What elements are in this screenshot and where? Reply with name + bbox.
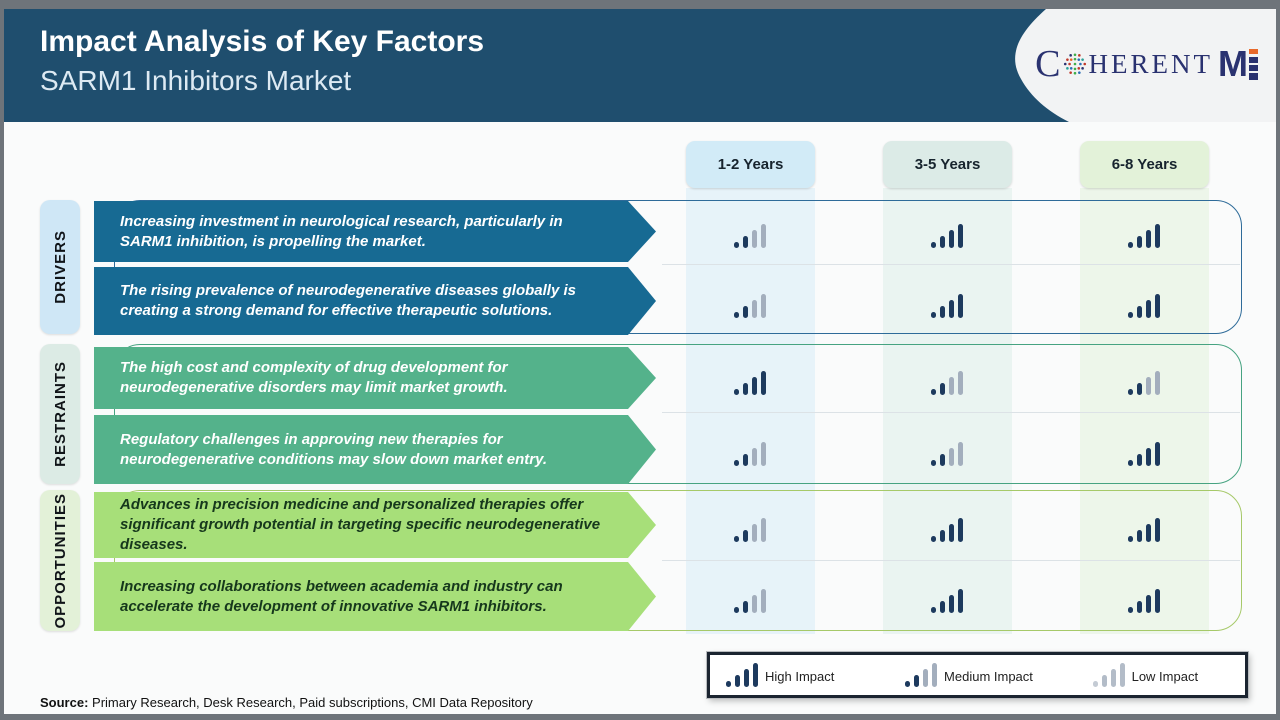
impact-bars-icon (722, 214, 778, 248)
page-body: Impact Analysis of Key Factors SARM1 Inh… (4, 9, 1276, 714)
impact-bars-icon (919, 284, 975, 318)
row-divider (662, 560, 1240, 561)
impact-bars-icon (1116, 214, 1172, 248)
impact-bars-icon (1116, 508, 1172, 542)
year-tab-3-5: 3-5 Years (883, 141, 1012, 188)
legend-item-low: Low Impact (1092, 663, 1229, 687)
factor-arrow-opportunity-2: Increasing collaborations between academ… (94, 562, 656, 631)
impact-bars-icon (919, 432, 975, 466)
category-label: RESTRAINTS (51, 361, 69, 467)
impact-bars-icon (1116, 432, 1172, 466)
header-titles: Impact Analysis of Key Factors SARM1 Inh… (40, 21, 484, 99)
impact-bars-icon (722, 579, 778, 613)
factor-arrow-restraint-2: Regulatory challenges in approving new t… (94, 415, 656, 484)
factor-arrow-driver-2: The rising prevalence of neurodegenerati… (94, 267, 656, 335)
legend-item-medium: Medium Impact (905, 663, 1093, 687)
category-label: DRIVERS (51, 230, 69, 304)
coherentmi-logo: C HERENT M (1035, 45, 1258, 83)
medium-impact-icon (905, 663, 938, 687)
impact-bars-icon (919, 579, 975, 613)
impact-bars-icon (1116, 579, 1172, 613)
source-label: Source: (40, 695, 89, 710)
logo-letters-herent: HERENT (1088, 48, 1213, 79)
category-tab-opportunities: OPPORTUNITIES (40, 490, 80, 631)
factor-arrow-driver-1: Increasing investment in neurological re… (94, 201, 656, 262)
category-label: OPPORTUNITIES (51, 492, 69, 629)
restraints-container (114, 344, 1242, 484)
impact-bars-icon (1116, 284, 1172, 318)
impact-bars-icon (722, 284, 778, 318)
impact-bars-icon (722, 432, 778, 466)
legend-label: Low Impact (1131, 668, 1199, 684)
header: Impact Analysis of Key Factors SARM1 Inh… (4, 9, 1276, 122)
impact-bars-icon (1116, 361, 1172, 395)
opportunities-container (114, 490, 1242, 631)
year-tab-6-8: 6-8 Years (1080, 141, 1209, 188)
impact-bars-icon (722, 361, 778, 395)
impact-bars-icon (722, 508, 778, 542)
column-stripe-6-8-years (1080, 188, 1209, 634)
row-divider (662, 264, 1240, 265)
factor-arrow-restraint-1: The high cost and complexity of drug dev… (94, 347, 656, 409)
legend-label: High Impact (765, 668, 835, 684)
source-text: Primary Research, Desk Research, Paid su… (88, 695, 533, 710)
year-tab-1-2: 1-2 Years (686, 141, 815, 188)
legend-item-high: High Impact (726, 663, 905, 687)
legend-label: Medium Impact (944, 668, 1033, 684)
category-tab-drivers: DRIVERS (40, 200, 80, 334)
brand-logo-panel: C HERENT M (991, 9, 1276, 122)
high-impact-icon (726, 663, 758, 687)
source-line: Source: Primary Research, Desk Research,… (40, 695, 533, 710)
row-divider (662, 412, 1240, 413)
impact-bars-icon (919, 361, 975, 395)
column-stripe-1-2-years (686, 188, 815, 634)
impact-bars-icon (919, 214, 975, 248)
page-subtitle: SARM1 Inhibitors Market (40, 65, 352, 96)
legend-box: High Impact Medium Impact Low Impact (707, 652, 1248, 698)
page-title: Impact Analysis of Key Factors (40, 25, 485, 58)
impact-bars-icon (919, 508, 975, 542)
column-stripe-3-5-years (883, 188, 1012, 634)
low-impact-icon (1092, 663, 1125, 687)
logo-curve-shape (1015, 9, 1276, 122)
coherent-globe-icon (1063, 53, 1086, 75)
factor-arrow-opportunity-1: Advances in precision medicine and perso… (94, 492, 656, 558)
logo-letter-c: C (1035, 43, 1061, 85)
category-tab-restraints: RESTRAINTS (40, 344, 80, 484)
logo-letter-i-accent (1249, 48, 1258, 80)
logo-letter-m: M (1218, 43, 1248, 84)
